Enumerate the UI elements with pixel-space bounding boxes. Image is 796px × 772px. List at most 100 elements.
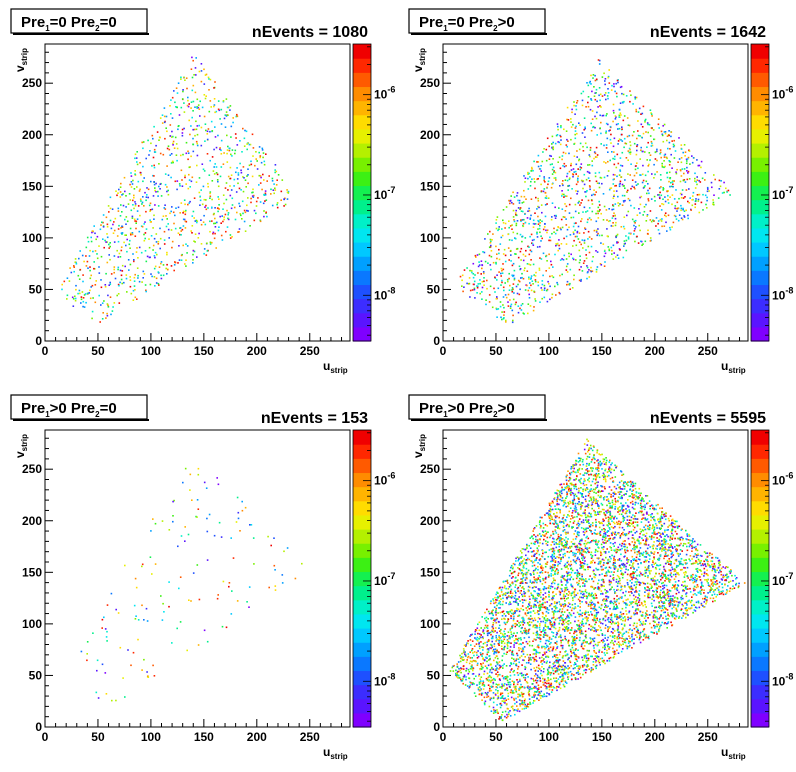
data-point [77, 274, 80, 277]
data-point [488, 254, 491, 257]
data-point [631, 602, 633, 604]
data-point [529, 235, 531, 238]
data-point [592, 478, 595, 480]
x-axis-label: ustrip [721, 359, 746, 375]
data-point [590, 122, 592, 125]
data-point [544, 551, 546, 554]
data-point [205, 208, 208, 211]
data-point [607, 92, 610, 94]
data-point [695, 556, 698, 559]
data-point [141, 225, 144, 228]
data-point [469, 639, 472, 641]
data-point [570, 253, 572, 256]
data-point [647, 123, 649, 126]
data-point [583, 478, 586, 480]
data-point [195, 120, 197, 123]
data-point [99, 228, 102, 231]
data-point [483, 251, 486, 254]
data-point [501, 269, 503, 272]
data-point [178, 125, 180, 127]
data-point [588, 185, 591, 187]
data-point [204, 74, 207, 76]
data-point [535, 586, 537, 588]
data-point [541, 283, 544, 286]
data-point [225, 115, 228, 117]
data-point [594, 92, 596, 94]
data-point [184, 203, 186, 206]
data-point [535, 666, 538, 669]
data-point [486, 626, 488, 629]
data-point [563, 619, 566, 621]
data-point [639, 196, 641, 199]
data-point [176, 159, 178, 162]
data-point [587, 218, 589, 221]
data-point [575, 163, 578, 166]
data-point [225, 626, 228, 629]
data-point [542, 677, 544, 680]
data-point [224, 114, 227, 116]
data-point [529, 217, 532, 220]
data-point [120, 278, 123, 281]
data-point [579, 204, 581, 206]
data-point [644, 566, 647, 569]
data-point [152, 156, 155, 159]
data-point [590, 594, 592, 597]
data-point [660, 179, 662, 181]
data-point [682, 537, 684, 540]
data-point [653, 220, 655, 222]
data-point [551, 518, 553, 521]
data-point [584, 136, 586, 138]
data-point [616, 95, 618, 98]
data-point [667, 214, 670, 217]
data-point [664, 200, 667, 203]
data-point [577, 619, 580, 622]
data-point [163, 239, 166, 241]
data-point [672, 145, 675, 148]
data-point [525, 198, 527, 200]
data-point [263, 163, 266, 166]
data-point [519, 687, 522, 690]
data-point [508, 220, 510, 222]
data-point [619, 567, 622, 569]
data-point [573, 155, 576, 157]
data-point [711, 186, 713, 189]
colorbar-label-exp: -8 [387, 671, 395, 681]
data-point [569, 478, 571, 481]
data-point [613, 83, 615, 85]
data-point [233, 206, 236, 209]
data-point [565, 218, 567, 220]
data-point [625, 157, 628, 159]
data-point [616, 175, 618, 178]
data-point [574, 606, 577, 608]
data-point [553, 579, 555, 581]
data-point [595, 92, 597, 94]
data-point [635, 165, 637, 167]
data-point [154, 151, 157, 153]
data-point [471, 649, 473, 652]
data-point [550, 155, 552, 157]
data-point [655, 217, 658, 219]
data-point [636, 521, 639, 523]
data-point [604, 487, 606, 490]
data-point [666, 157, 668, 160]
data-point [139, 162, 141, 164]
data-point [651, 142, 653, 145]
data-point [551, 143, 553, 145]
data-point [201, 106, 204, 109]
data-point [209, 220, 211, 223]
data-point [561, 273, 563, 276]
data-point [630, 204, 632, 207]
data-point [548, 177, 551, 179]
data-point [115, 190, 117, 192]
data-point [652, 524, 654, 526]
data-point [528, 276, 530, 279]
data-point [571, 467, 574, 469]
data-point [209, 243, 212, 245]
data-point [540, 571, 543, 573]
data-point [184, 210, 187, 213]
data-point [617, 195, 619, 198]
data-point [601, 114, 604, 117]
data-point [565, 667, 568, 669]
data-point [494, 630, 496, 632]
data-point [645, 537, 648, 539]
